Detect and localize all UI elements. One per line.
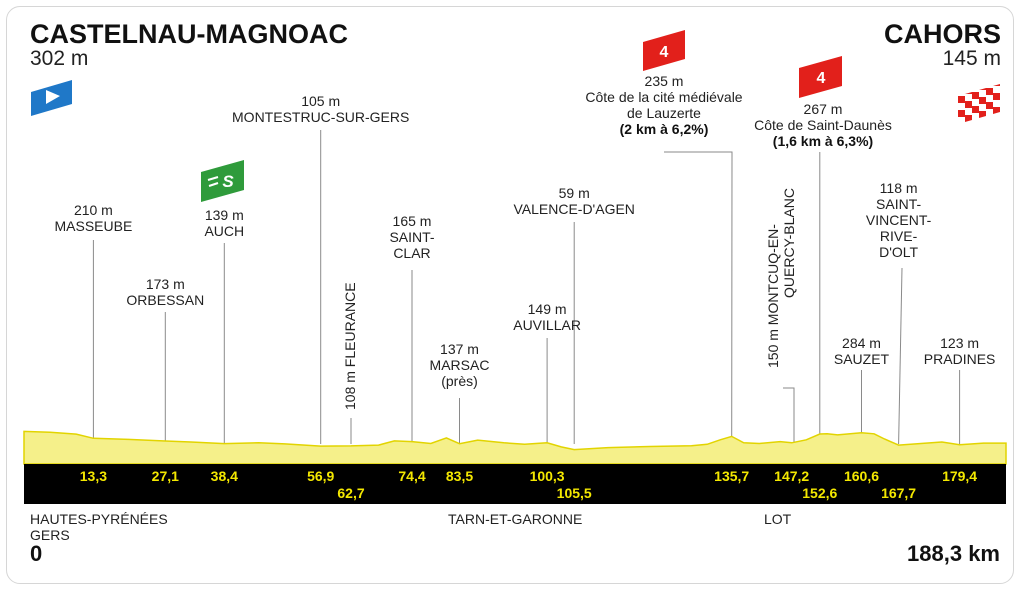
place-label-line: Côte de la cité médiévale xyxy=(585,89,742,105)
place-label-line: MASSEUBE xyxy=(54,218,132,234)
start-flag-icon xyxy=(31,80,72,116)
km-mark: 160,6 xyxy=(844,468,879,484)
climb-cat-saint-daunes: 4 xyxy=(817,70,826,87)
km-mark: 74,4 xyxy=(398,468,425,484)
place-label-line: 118 m xyxy=(880,180,918,196)
km-mark: 100,3 xyxy=(530,468,565,484)
place-label-line: VINCENT- xyxy=(866,212,932,228)
place-label-line: 173 m xyxy=(146,276,185,292)
climb-badge-lauzerte-icon: 4 xyxy=(643,30,685,71)
place-label-line: QUERCY-BLANC xyxy=(781,188,797,298)
place-label-line: ORBESSAN xyxy=(126,292,204,308)
place-label-line: SAINT- xyxy=(389,229,434,245)
place-label: 108 m FLEURANCE xyxy=(342,282,358,410)
place-label-line: MONTESTRUC-SUR-GERS xyxy=(232,109,409,125)
place-label-line: (2 km à 6,2%) xyxy=(620,121,709,137)
place-label-line: AUCH xyxy=(204,223,244,239)
svg-text:S: S xyxy=(222,172,234,191)
finish-town: CAHORS xyxy=(884,19,1001,49)
climb-cat-lauzerte: 4 xyxy=(660,44,669,61)
total-distance: 188,3 km xyxy=(907,541,1000,566)
place-label-line: SAUZET xyxy=(834,351,890,367)
km-mark: 147,2 xyxy=(774,468,809,484)
place-label-line: 105 m xyxy=(301,93,340,109)
place-label-line: 137 m xyxy=(440,341,479,357)
place-label-line: 150 m MONTCUQ-EN- xyxy=(765,224,781,368)
distance-zero: 0 xyxy=(30,541,42,566)
place-label-line: de Lauzerte xyxy=(627,105,701,121)
place-label-line: 149 m xyxy=(528,301,567,317)
km-mark: 167,7 xyxy=(881,485,916,501)
elevation-profile xyxy=(23,430,1007,465)
km-mark: 56,9 xyxy=(307,468,334,484)
region-gers: GERS xyxy=(30,527,70,543)
place-label-line: 123 m xyxy=(940,335,979,351)
place-label-line: Côte de Saint-Daunès xyxy=(754,117,892,133)
region-hautes-pyrenees: HAUTES-PYRÉNÉES xyxy=(30,511,168,527)
place-label-line: 139 m xyxy=(205,207,244,223)
km-mark: 179,4 xyxy=(942,468,977,484)
km-mark: 62,7 xyxy=(337,485,364,501)
place-label-line: CLAR xyxy=(393,245,430,261)
sprint-badge-icon: S xyxy=(201,160,244,202)
place-label-line: RIVE- xyxy=(880,228,918,244)
region-tarn-et-garonne: TARN-ET-GARONNE xyxy=(448,511,582,527)
place-label-line: PRADINES xyxy=(924,351,996,367)
climb-badge-saint-daunes-icon: 4 xyxy=(799,56,842,98)
leader-line xyxy=(898,267,903,445)
place-label-line: 235 m xyxy=(645,73,684,89)
km-mark: 152,6 xyxy=(802,485,837,501)
place-label-line: SAINT- xyxy=(876,196,921,212)
km-mark: 135,7 xyxy=(714,468,749,484)
leader-line xyxy=(783,387,795,444)
finish-altitude: 145 m xyxy=(943,47,1001,70)
place-label-line: 284 m xyxy=(842,335,881,351)
finish-flag-icon xyxy=(958,84,1000,124)
leader-lines xyxy=(92,130,961,445)
place-label-line: 59 m xyxy=(559,185,590,201)
km-mark: 105,5 xyxy=(557,485,592,501)
place-label: 150 m MONTCUQ-EN- QUERCY-BLANC xyxy=(765,188,797,368)
place-label-line: AUVILLAR xyxy=(513,317,581,333)
place-label-line: MARSAC xyxy=(430,357,490,373)
km-bar xyxy=(24,464,1006,504)
start-town: CASTELNAU-MAGNOAC xyxy=(30,19,348,49)
km-mark: 27,1 xyxy=(152,468,179,484)
place-label-line: D'OLT xyxy=(879,244,918,260)
place-label-line: (1,6 km à 6,3%) xyxy=(773,133,873,149)
place-label-line: 267 m xyxy=(804,101,843,117)
place-label-line: 108 m FLEURANCE xyxy=(342,282,358,410)
km-mark: 13,3 xyxy=(80,468,107,484)
km-mark: 83,5 xyxy=(446,468,473,484)
start-altitude: 302 m xyxy=(30,47,88,70)
leader-line xyxy=(664,151,733,445)
place-label-line: (près) xyxy=(441,373,478,389)
region-lot: LOT xyxy=(764,511,792,527)
place-label-line: VALENCE-D'AGEN xyxy=(513,201,634,217)
place-label-line: 165 m xyxy=(393,213,432,229)
place-label-line: 210 m xyxy=(74,202,113,218)
km-mark: 38,4 xyxy=(211,468,238,484)
